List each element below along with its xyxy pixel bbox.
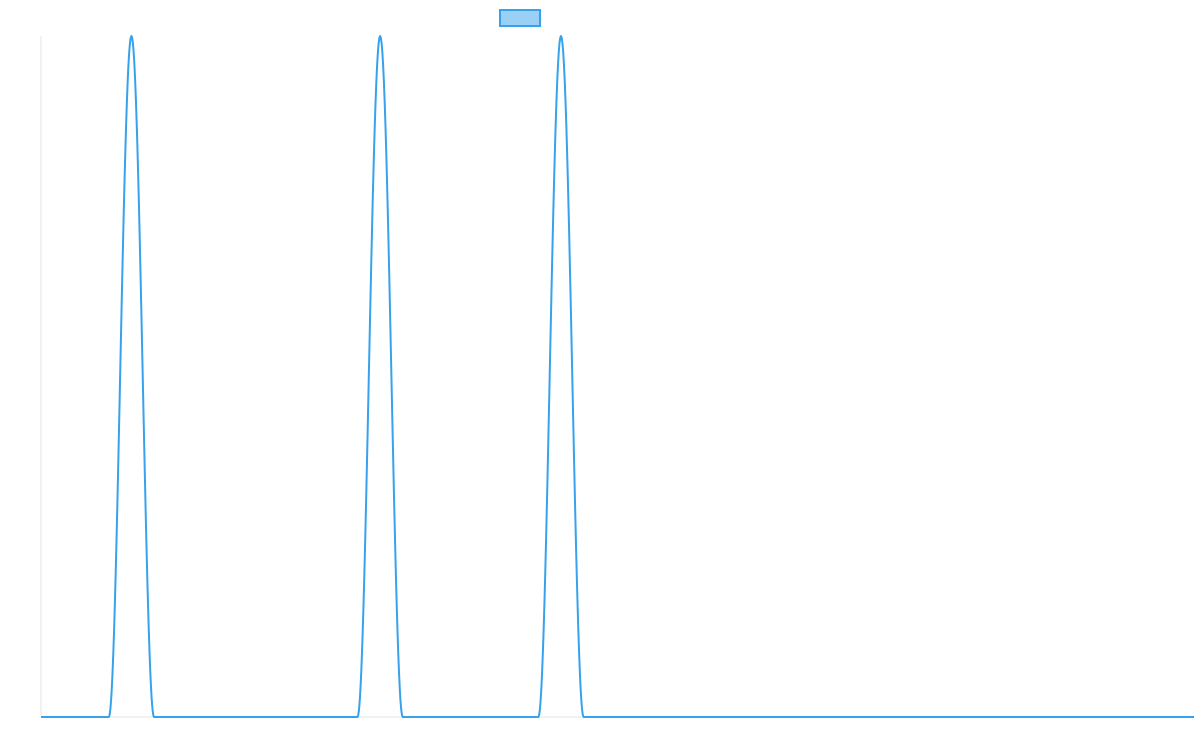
data-point[interactable] (151, 714, 157, 720)
data-point[interactable] (535, 714, 541, 720)
data-point[interactable] (355, 714, 361, 720)
data-point[interactable] (558, 33, 564, 39)
data-point[interactable] (38, 714, 44, 720)
series-layer (38, 33, 1197, 720)
legend-swatch[interactable] (499, 9, 541, 27)
data-point[interactable] (287, 714, 293, 720)
series-line (41, 35, 1194, 718)
data-point[interactable] (648, 714, 654, 720)
data-point[interactable] (581, 714, 587, 720)
data-point[interactable] (128, 33, 134, 39)
data-point[interactable] (468, 714, 474, 720)
data-point[interactable] (106, 714, 112, 720)
data-point[interactable] (400, 714, 406, 720)
data-point[interactable] (377, 33, 383, 39)
legend[interactable] (499, 9, 541, 27)
axes (40, 36, 1194, 718)
data-point[interactable] (1191, 714, 1197, 720)
